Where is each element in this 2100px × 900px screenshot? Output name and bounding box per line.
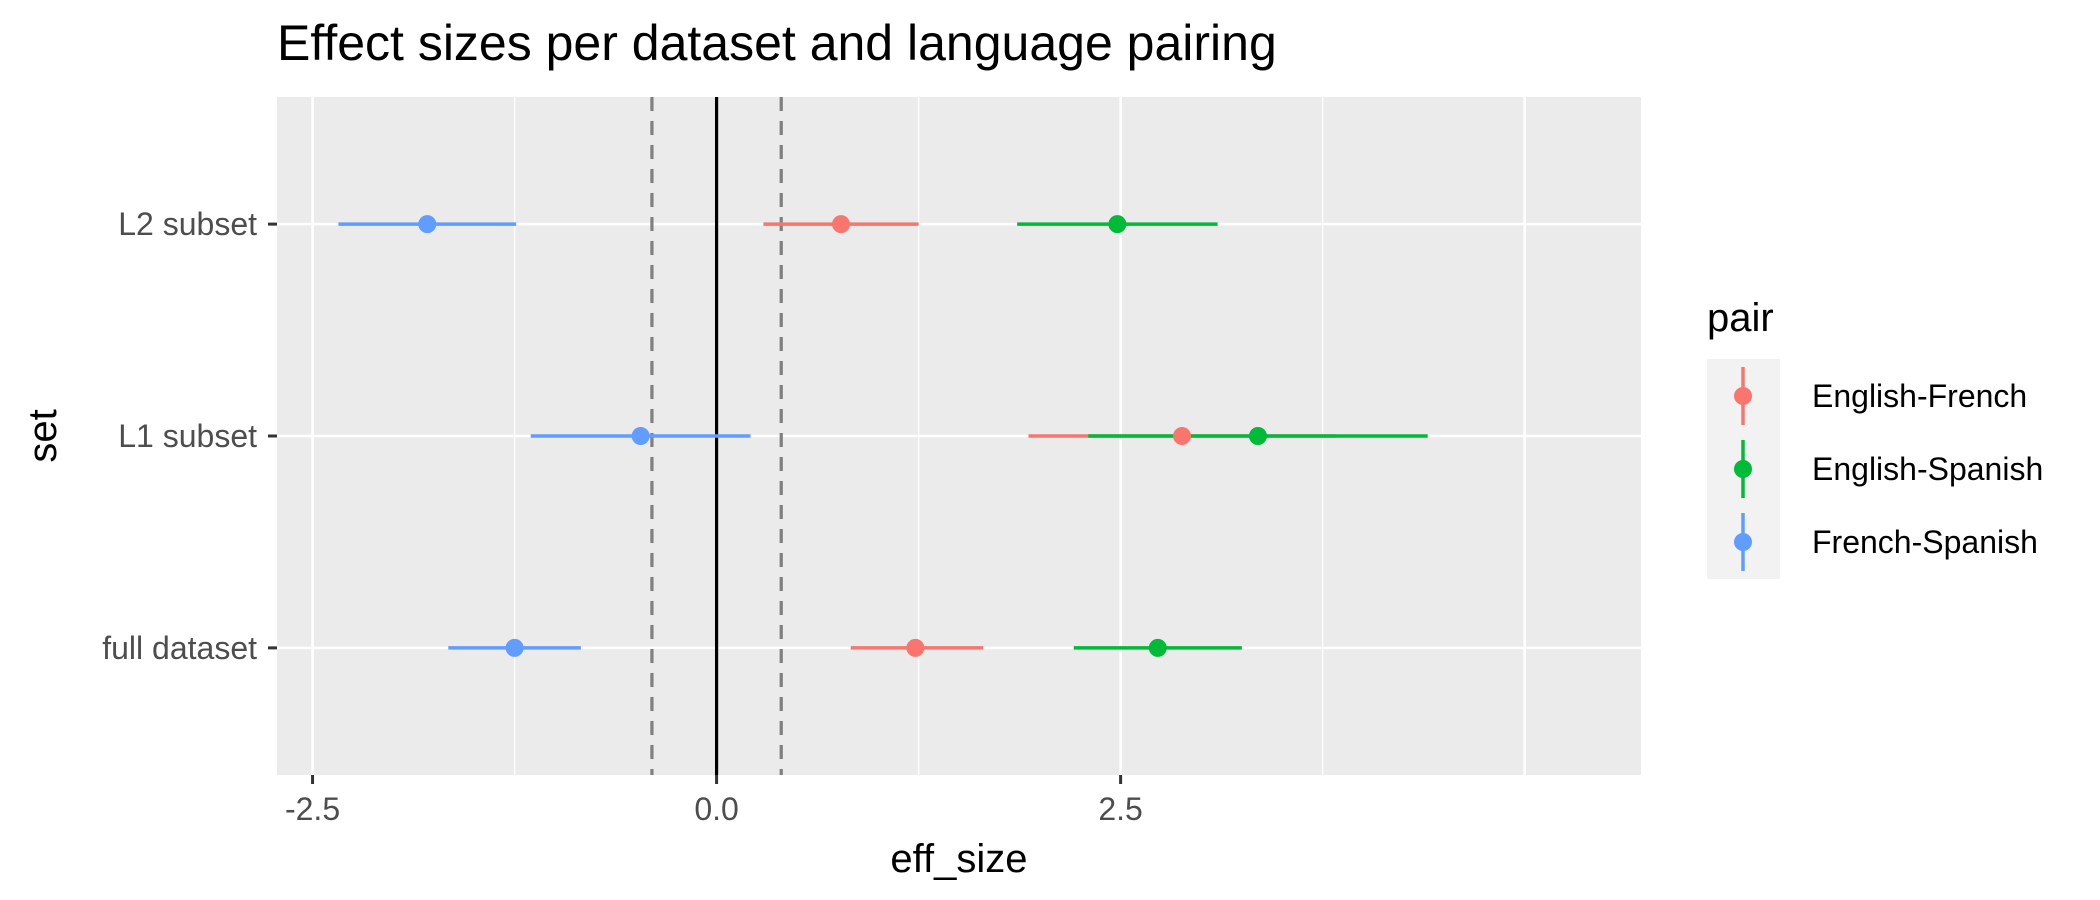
point-english-french: [1173, 427, 1192, 445]
point-english-spanish: [1248, 427, 1267, 445]
legend: pair English-French English-Spanish French…: [1707, 296, 2043, 579]
y-axis-title: set: [21, 409, 65, 462]
legend-items: English-French English-Spanish French-Span…: [1734, 367, 2043, 571]
point-french-spanish: [631, 427, 650, 445]
x-tick-label: 0.0: [694, 791, 738, 827]
x-tick-label: 2.5: [1098, 791, 1142, 827]
legend-label-french-spanish: French-Spanish: [1812, 524, 2038, 560]
chart-title: Effect sizes per dataset and language pa…: [277, 15, 1277, 71]
point-french-spanish: [505, 638, 524, 657]
y-tick-label: L2 subset: [118, 206, 257, 242]
y-tick-label: full dataset: [102, 630, 257, 666]
x-tick-label: -2.5: [285, 791, 340, 827]
point-english-french: [906, 638, 925, 657]
legend-key-point-english-spanish: [1734, 460, 1752, 478]
legend-label-english-spanish: English-Spanish: [1812, 451, 2043, 487]
legend-key-point-english-french: [1734, 387, 1752, 405]
x-axis: -2.5 0.0 2.5: [285, 775, 1143, 827]
legend-key-point-french-spanish: [1734, 533, 1752, 551]
data-points: [418, 215, 1267, 657]
point-english-spanish: [1108, 215, 1127, 234]
y-axis: full dataset L1 subset L2 subset: [102, 206, 277, 666]
y-tick-label: L1 subset: [118, 418, 257, 454]
point-english-spanish: [1148, 638, 1167, 657]
point-english-french: [832, 215, 851, 234]
legend-label-english-french: English-French: [1812, 378, 2027, 414]
point-french-spanish: [418, 215, 437, 234]
legend-title: pair: [1707, 296, 1774, 340]
x-axis-title: eff_size: [890, 837, 1027, 881]
